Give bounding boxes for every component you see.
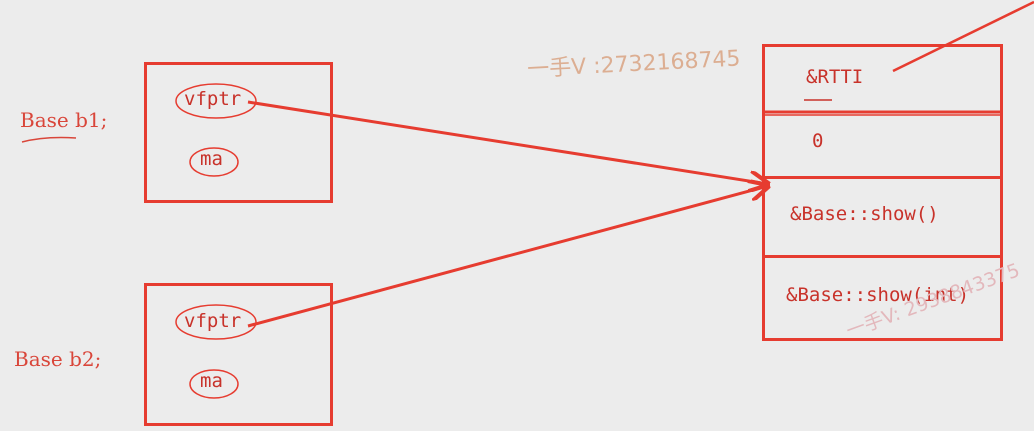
vtable-cell-zero: 0 xyxy=(812,130,824,152)
object-label-b1: Base b1; xyxy=(20,108,108,132)
watermark-top: 一手V :2732168745 xyxy=(526,46,742,83)
field-ma-b2: ma xyxy=(200,370,223,392)
vtable-cell-rtti: &RTTI xyxy=(806,66,864,88)
field-vfptr-b2: vfptr xyxy=(184,310,242,332)
field-vfptr-b1: vfptr xyxy=(184,88,242,110)
object-label-b2: Base b2; xyxy=(14,347,102,371)
object-box-b2 xyxy=(144,283,333,426)
vtable-cell-show-int: &Base::show(int) xyxy=(786,284,970,306)
base-underline xyxy=(21,136,77,143)
vtable-cell-show: &Base::show() xyxy=(790,203,939,225)
object-box-b1 xyxy=(144,62,333,203)
field-ma-b1: ma xyxy=(200,148,223,170)
